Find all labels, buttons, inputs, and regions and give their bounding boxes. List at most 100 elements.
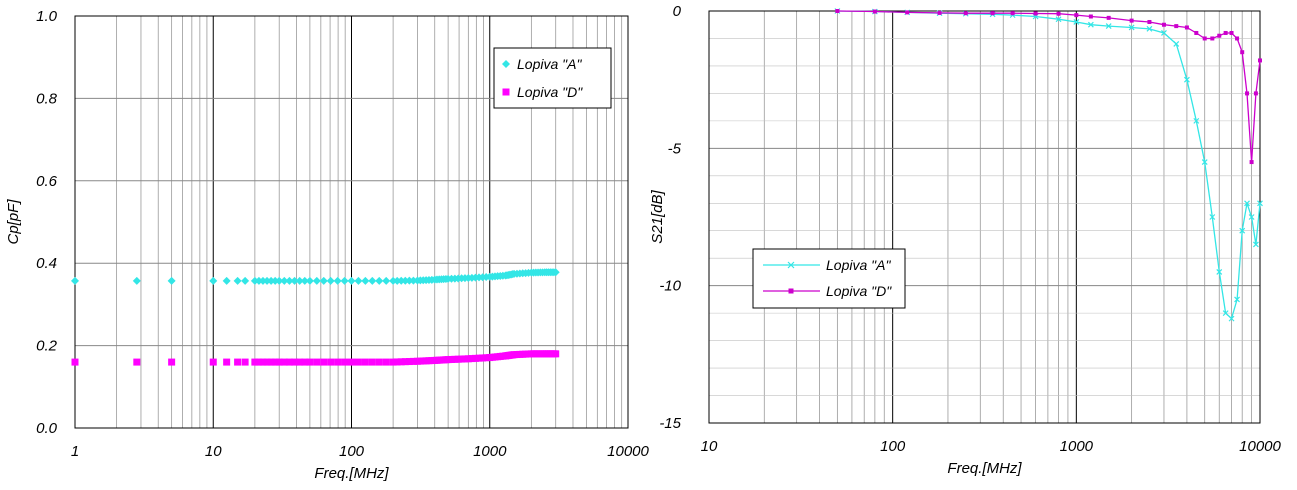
data-point [1202, 36, 1207, 41]
data-point [409, 357, 417, 365]
data-point [209, 358, 217, 366]
data-point [1223, 30, 1228, 35]
data-point [285, 358, 293, 366]
data-point [275, 358, 283, 366]
data-point [71, 276, 79, 285]
data-point [222, 276, 231, 285]
data-point [1088, 14, 1093, 19]
data-point [401, 358, 409, 366]
data-point [267, 358, 275, 366]
legend-label: Lopiva "D" [517, 84, 583, 100]
data-point [341, 358, 349, 366]
data-point [460, 274, 469, 283]
data-point [1174, 24, 1179, 29]
legend: Lopiva "A" Lopiva "D" [752, 248, 906, 309]
legend-marker [502, 60, 510, 68]
data-point [482, 354, 490, 362]
data-point [259, 358, 267, 366]
data-point [524, 350, 532, 358]
data-point [313, 358, 321, 366]
y-tick-label: 1.0 [36, 8, 58, 25]
data-point [1147, 19, 1152, 24]
data-point [271, 358, 279, 366]
data-point [389, 358, 397, 366]
data-point [296, 358, 304, 366]
series-1 [835, 9, 1262, 165]
data-point [539, 350, 547, 358]
data-point [327, 358, 335, 366]
y-tick-label: -10 [659, 278, 681, 295]
data-point [375, 276, 384, 285]
data-point [549, 268, 558, 277]
x-axis-label: Freq.[MHz] [314, 465, 389, 482]
data-point [1010, 11, 1015, 16]
y-tick-label: -15 [659, 415, 681, 432]
x-tick-label: 10 [701, 438, 718, 455]
x-tick-label: 1000 [473, 443, 507, 460]
data-point [1228, 315, 1235, 322]
data-point [305, 276, 314, 285]
x-tick-label: 10 [205, 443, 222, 460]
data-point [233, 276, 242, 285]
data-point [1245, 91, 1250, 96]
data-point [1249, 160, 1254, 165]
y-tick-label: 0.6 [36, 173, 58, 190]
data-point [1240, 50, 1245, 55]
data-point [254, 276, 263, 285]
data-point [1209, 214, 1216, 220]
chart-left: 1 10 100 1000 10000 0.0 0.2 0.4 0.6 0.8 1.0 Freq.[M… [5, 8, 650, 482]
data-point [1087, 21, 1094, 28]
data-point [442, 356, 450, 364]
data-point [1201, 159, 1208, 165]
data-point [382, 276, 391, 285]
data-point [348, 358, 355, 366]
data-point [354, 276, 363, 285]
legend-box [752, 248, 906, 309]
data-point [1128, 24, 1135, 31]
x-tick-label: 1000 [1060, 438, 1094, 455]
data-point [1248, 214, 1255, 220]
data-point [1073, 19, 1080, 25]
data-point [280, 276, 289, 285]
data-point [295, 276, 304, 285]
y-axis-label: S21[dB] [649, 189, 666, 243]
data-point [1216, 269, 1223, 275]
data-point [1056, 11, 1061, 16]
legend-marker [502, 88, 510, 96]
data-point [280, 358, 288, 366]
x-axis-label: Freq.[MHz] [947, 460, 1022, 477]
data-point [475, 354, 483, 362]
y-tick-label: -5 [668, 140, 682, 157]
data-point [255, 358, 263, 366]
x-tick-label: 10000 [607, 443, 649, 460]
data-point [1074, 13, 1079, 18]
data-point [937, 10, 942, 15]
data-point [267, 276, 276, 285]
data-point [312, 276, 321, 285]
series-1 [71, 350, 560, 366]
data-point [1229, 30, 1234, 35]
data-point [1239, 227, 1246, 234]
data-point [1235, 36, 1240, 41]
data-point [1257, 200, 1263, 207]
plot-frame [74, 15, 629, 429]
data-point [872, 9, 877, 14]
data-point [524, 268, 533, 277]
y-tick-label: 0.8 [36, 90, 58, 107]
data-point [241, 358, 249, 366]
x-tick-label: 100 [339, 443, 365, 460]
data-point [354, 358, 362, 366]
legend-marker [787, 261, 795, 269]
y-tick-label: 0.0 [36, 420, 58, 437]
data-point [340, 276, 349, 285]
data-point [290, 276, 299, 285]
data-point [479, 354, 487, 362]
data-point [428, 357, 436, 365]
data-point [1252, 241, 1259, 248]
data-point [300, 276, 309, 285]
data-point [361, 276, 370, 285]
data-point [1173, 41, 1180, 47]
data-point [1055, 16, 1062, 23]
data-point [441, 274, 450, 283]
